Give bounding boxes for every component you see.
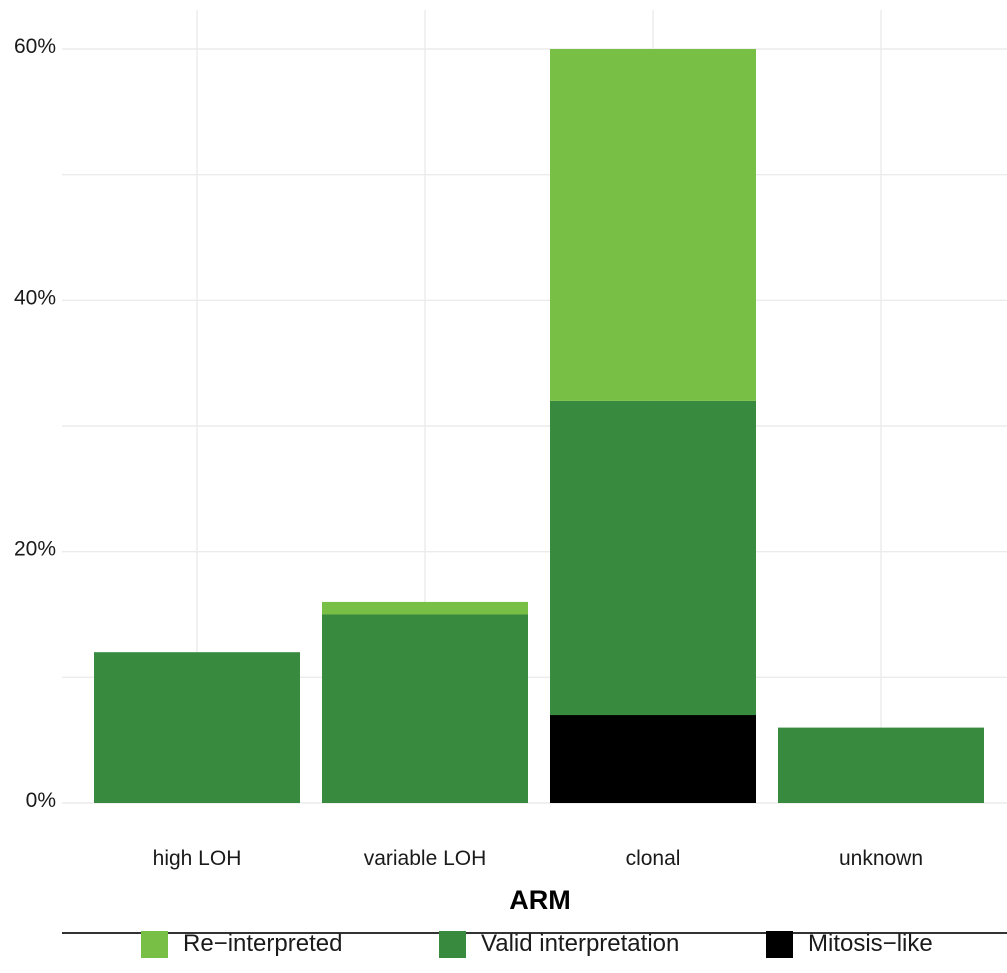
legend-label: Valid interpretation (481, 930, 680, 957)
y-tick-label: 60% (14, 35, 56, 58)
bar-segment (322, 601, 528, 615)
legend-item: Re−interpreted (141, 930, 342, 958)
x-axis-ticks: high LOH variable LOH clonal unknown (153, 847, 923, 870)
x-tick-label: high LOH (153, 847, 242, 870)
legend: Re−interpreted Valid interpretation Mitosi… (0, 918, 1007, 973)
x-tick-label: clonal (626, 847, 681, 870)
legend-swatch (766, 930, 793, 958)
bar-segment (778, 727, 984, 803)
x-tick-label: unknown (839, 847, 923, 870)
stacked-bar-chart: 0% 20% 40% 60% high LOH variable LOH clonal un… (14, 10, 1007, 915)
legend-item: Valid interpretation (439, 930, 679, 958)
legend-label: Mitosis−like (808, 930, 933, 957)
legend-swatch (141, 930, 168, 958)
x-tick-label: variable LOH (364, 847, 487, 870)
y-tick-label: 40% (14, 286, 56, 309)
bar-segment (550, 49, 756, 401)
legend-label: Re−interpreted (183, 930, 343, 957)
y-axis-ticks: 0% 20% 40% 60% (14, 35, 56, 812)
y-tick-label: 20% (14, 538, 56, 561)
bar-segment (94, 652, 300, 803)
bar-segment (550, 715, 756, 803)
x-axis-title: ARM (509, 885, 571, 915)
bars (94, 49, 984, 803)
legend-item: Mitosis−like (766, 930, 933, 958)
bar-segment (322, 614, 528, 803)
legend-swatch (439, 930, 466, 958)
y-tick-label: 0% (26, 789, 56, 812)
legend-divider (62, 932, 1007, 934)
bar-segment (550, 400, 756, 716)
